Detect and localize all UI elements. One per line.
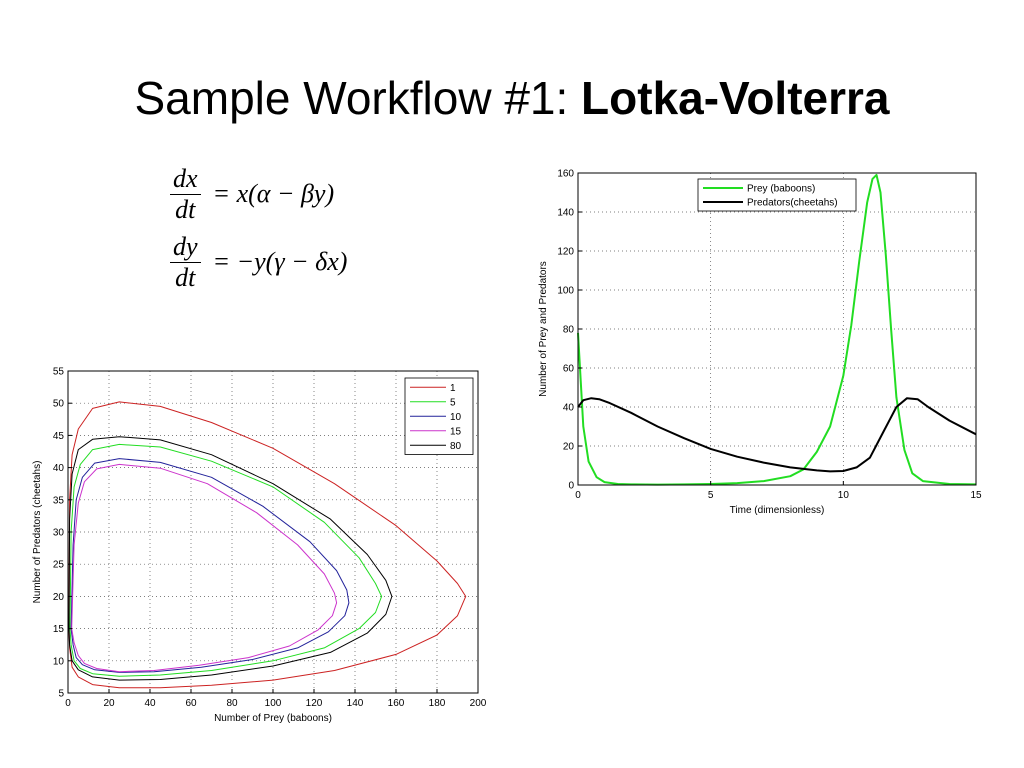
plot-area	[578, 173, 976, 485]
y-tick-label: 15	[53, 624, 65, 635]
y-axis-label: Number of Predators (cheetahs)	[32, 461, 43, 604]
y-tick-label: 80	[563, 325, 575, 336]
x-tick-label: 0	[65, 698, 71, 709]
fraction-denominator: dt	[175, 194, 196, 224]
y-tick-label: 20	[53, 592, 65, 603]
equation-rhs: = x(α − βy)	[212, 179, 335, 208]
slide-title-prefix: Sample Workflow #1:	[134, 72, 582, 124]
x-tick-label: 0	[575, 490, 581, 501]
y-tick-label: 60	[563, 364, 575, 375]
series-line-0	[68, 401, 467, 689]
y-tick-label: 40	[53, 463, 65, 474]
legend-label-3: 15	[450, 426, 462, 437]
x-tick-label: 140	[347, 698, 364, 709]
legend-label-4: 80	[450, 441, 462, 452]
x-tick-label: 120	[306, 698, 323, 709]
y-tick-label: 140	[557, 208, 574, 219]
equation-prey: dx dt = x(α − βy)	[170, 160, 347, 228]
x-axis-label: Time (dimensionless)	[730, 505, 825, 516]
slide-title: Sample Workflow #1: Lotka-Volterra	[0, 70, 1024, 126]
legend-label-2: 10	[450, 412, 462, 423]
series-line-4	[68, 436, 393, 681]
x-tick-label: 40	[144, 698, 156, 709]
series-line-2	[70, 458, 350, 673]
fraction-numerator: dx	[170, 164, 201, 195]
y-tick-label: 50	[53, 399, 65, 410]
series-line-3	[71, 463, 338, 673]
y-axis-label: Number of Prey and Predators	[538, 261, 549, 397]
legend: Prey (baboons) Predators(cheetahs)	[697, 178, 857, 212]
y-tick-label: 55	[53, 367, 65, 378]
y-tick-label: 45	[53, 431, 65, 442]
y-tick-label: 0	[568, 481, 574, 492]
equations: dx dt = x(α − βy) dy dt = −y(γ − δx)	[170, 160, 347, 296]
x-tick-label: 10	[838, 490, 850, 501]
x-axis-label: Number of Prey (baboons)	[214, 713, 332, 724]
x-tick-label: 180	[429, 698, 446, 709]
y-tick-label: 35	[53, 495, 65, 506]
y-tick-label: 10	[53, 656, 65, 667]
x-tick-label: 60	[185, 698, 197, 709]
legend-label-1: Predators(cheetahs)	[747, 198, 838, 209]
legend-label-1: 5	[450, 397, 456, 408]
x-tick-label: 20	[103, 698, 115, 709]
x-tick-label: 80	[226, 698, 238, 709]
legend-label-0: Prey (baboons)	[747, 184, 815, 195]
y-tick-label: 20	[563, 442, 575, 453]
y-tick-label: 30	[53, 528, 65, 539]
legend-label-0: 1	[450, 383, 456, 394]
series-line-0	[577, 173, 977, 486]
derivative-fraction: dy dt	[170, 232, 201, 292]
fraction-denominator: dt	[175, 262, 196, 292]
y-tick-label: 40	[563, 403, 575, 414]
series-line-1	[69, 443, 383, 677]
x-tick-label: 5	[708, 490, 714, 501]
y-tick-label: 120	[557, 247, 574, 258]
derivative-fraction: dx dt	[170, 164, 201, 224]
series-line-1	[577, 397, 977, 473]
y-tick-label: 100	[557, 286, 574, 297]
slide-title-bold: Lotka-Volterra	[581, 72, 890, 124]
legend-box	[697, 178, 857, 212]
x-tick-label: 15	[970, 490, 982, 501]
phase-plot-chart: 0 20 40 60 80 100 120 140 160 180 2005101520253035…	[32, 367, 487, 725]
y-tick-label: 25	[53, 560, 65, 571]
y-tick-label: 5	[58, 689, 64, 700]
y-tick-label: 160	[557, 169, 574, 180]
x-tick-label: 160	[388, 698, 405, 709]
x-tick-label: 200	[470, 698, 487, 709]
time-series-chart: 0 5 10 15 0 20 40 60 80 100 120 140 160 Time (dimensi…	[538, 169, 982, 517]
equation-predator: dy dt = −y(γ − δx)	[170, 228, 347, 296]
equation-rhs: = −y(γ − δx)	[212, 247, 348, 276]
fraction-numerator: dy	[170, 232, 201, 263]
x-tick-label: 100	[265, 698, 282, 709]
